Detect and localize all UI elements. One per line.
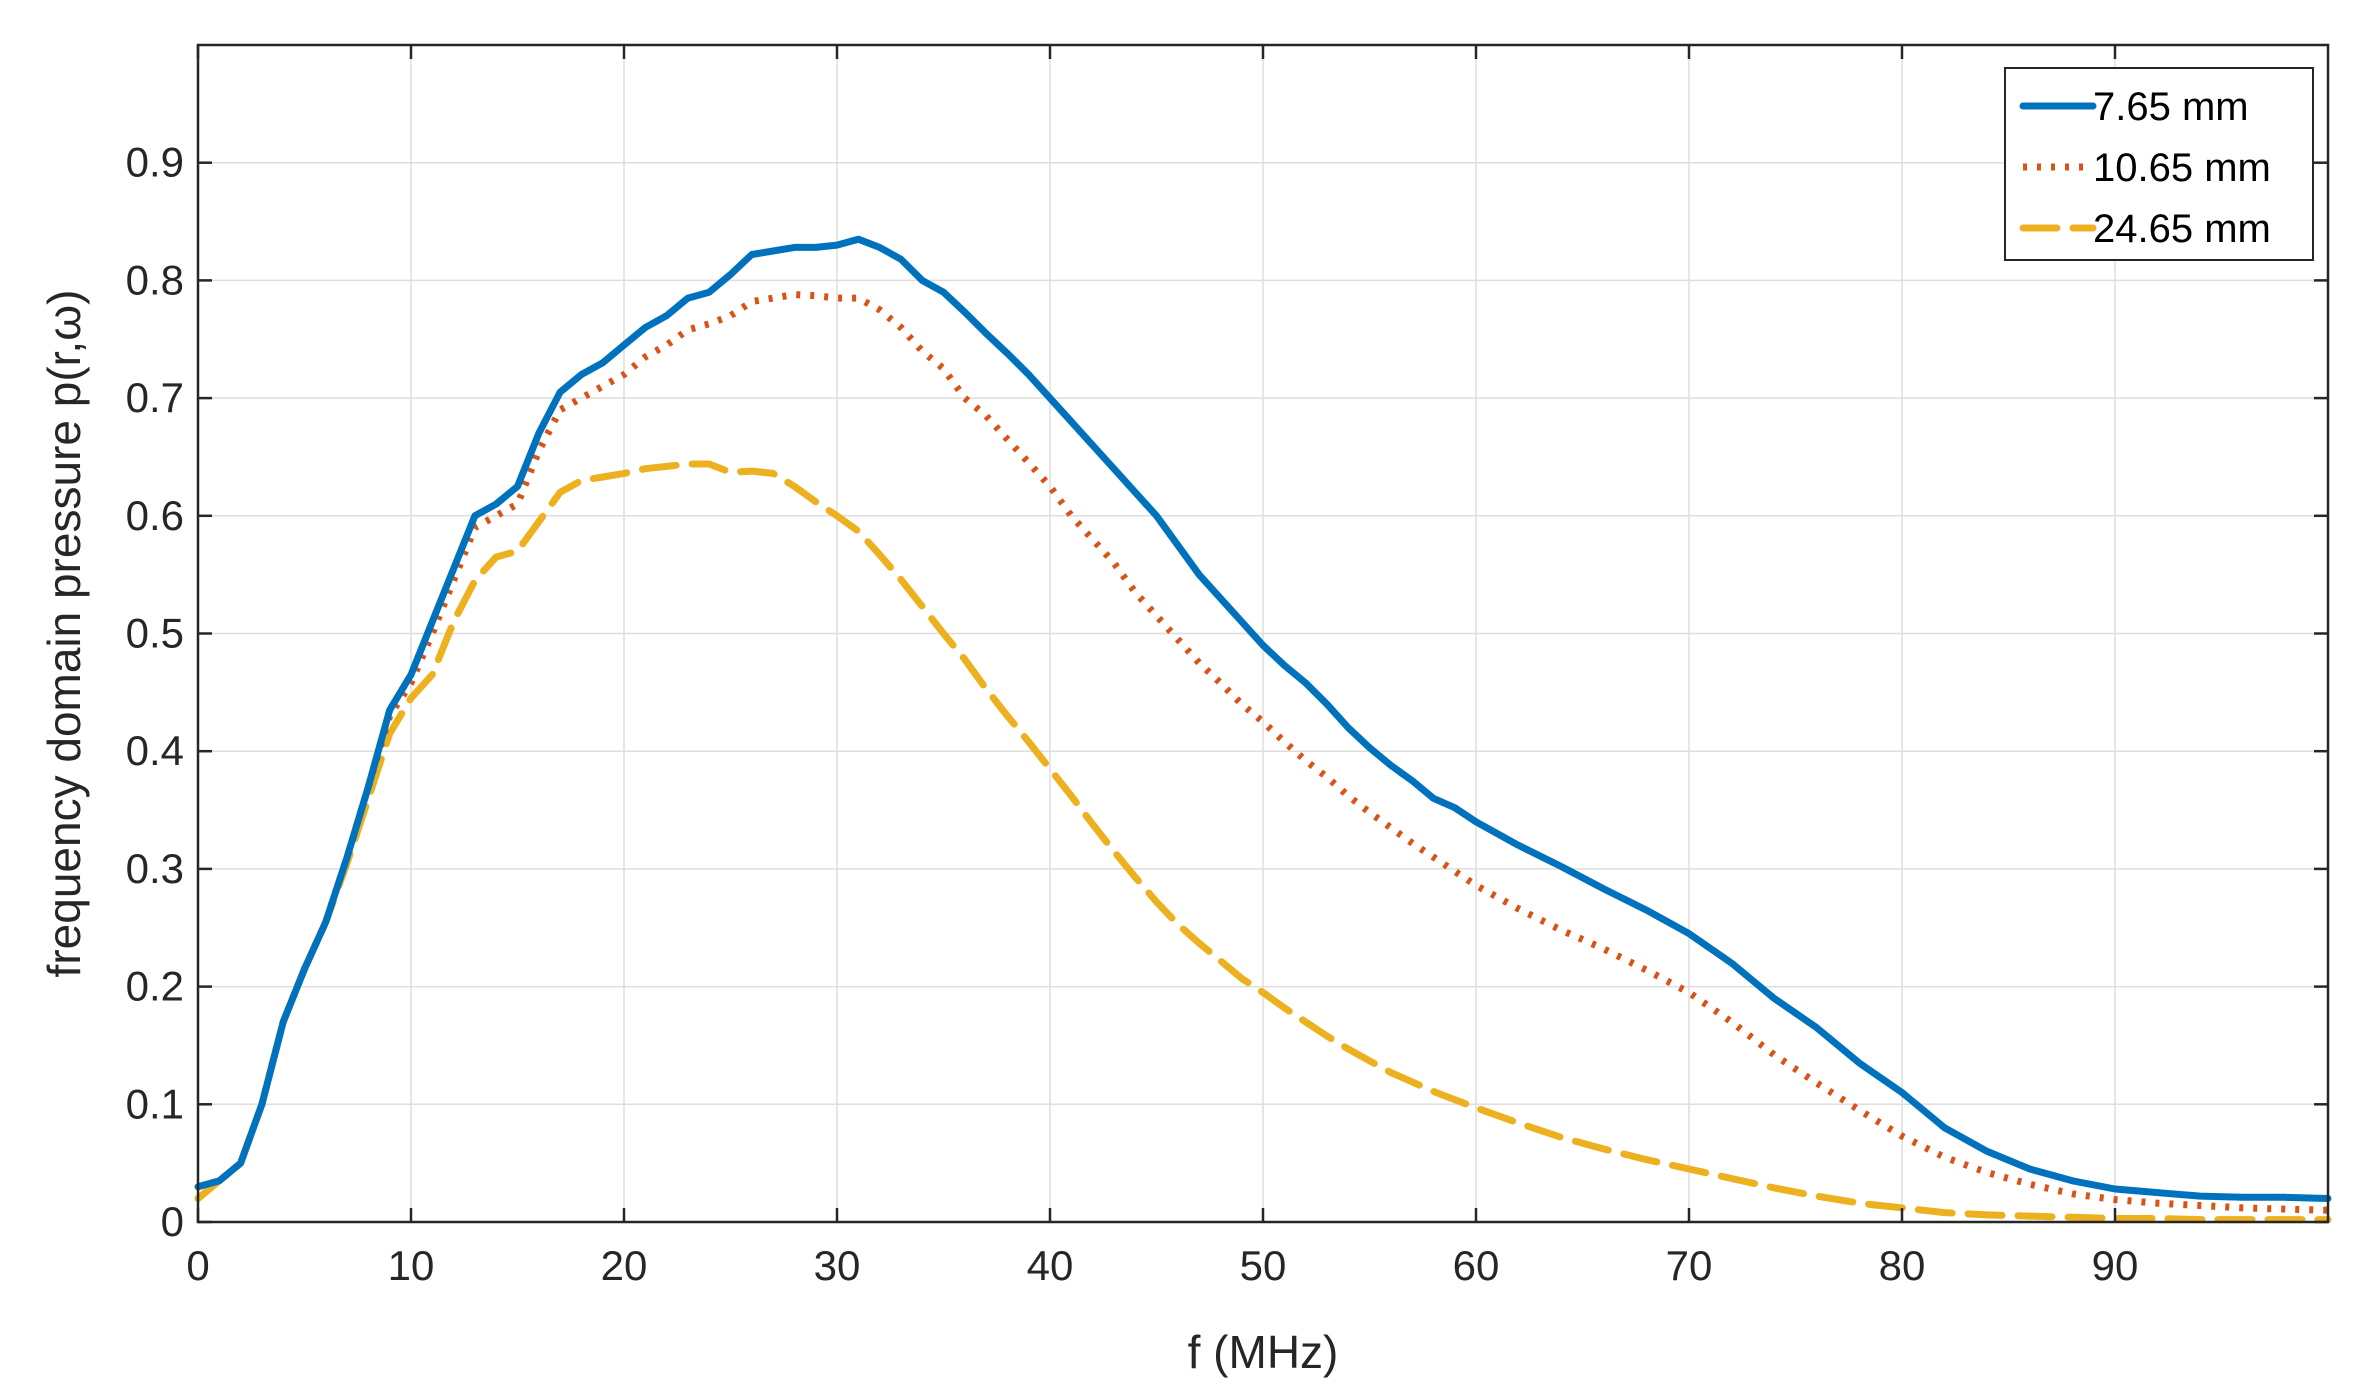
axis-ticks: 0 10 20 30 40 50 60 70 80 90 0 0.1 0.2 0.3 0.4 0.5 0.6 0.… [126, 45, 2328, 1289]
x-tick-label: 60 [1453, 1242, 1500, 1289]
series-line-3 [194, 460, 2332, 1224]
y-tick-label: 0.8 [126, 256, 184, 303]
y-tick-label: 0.6 [126, 492, 184, 539]
legend-label-2: 10.65 mm [2093, 146, 2271, 190]
y-tick-label: 0.5 [126, 610, 184, 657]
x-tick-label: 50 [1240, 1242, 1287, 1289]
y-tick-label: 0.4 [126, 727, 184, 774]
series-line-1 [194, 235, 2332, 1202]
x-tick-label: 20 [601, 1242, 648, 1289]
y-tick-label: 0.7 [126, 374, 184, 421]
legend: 7.65 mm 10.65 mm 24.65 mm [2004, 67, 2314, 261]
x-axis-label: f (MHz) [1188, 1326, 1339, 1378]
y-tick-label: 0.3 [126, 845, 184, 892]
x-tick-label: 30 [814, 1242, 861, 1289]
x-tick-label: 10 [388, 1242, 435, 1289]
legend-label-1: 7.65 mm [2093, 85, 2249, 129]
x-tick-label: 90 [2092, 1242, 2139, 1289]
series-line-2 [197, 291, 2329, 1214]
x-tick-label: 70 [1666, 1242, 1713, 1289]
y-tick-label: 0 [161, 1198, 184, 1245]
legend-label-3: 24.65 mm [2093, 207, 2271, 251]
y-tick-label: 0.2 [126, 963, 184, 1010]
x-tick-label: 40 [1027, 1242, 1074, 1289]
y-tick-label: 0.1 [126, 1080, 184, 1127]
y-axis-label: frequency domain pressure p(r,ω) [38, 290, 90, 978]
y-tick-label: 0.9 [126, 139, 184, 186]
x-tick-label: 0 [186, 1242, 209, 1289]
x-tick-label: 80 [1879, 1242, 1926, 1289]
series-lines [194, 235, 2332, 1224]
